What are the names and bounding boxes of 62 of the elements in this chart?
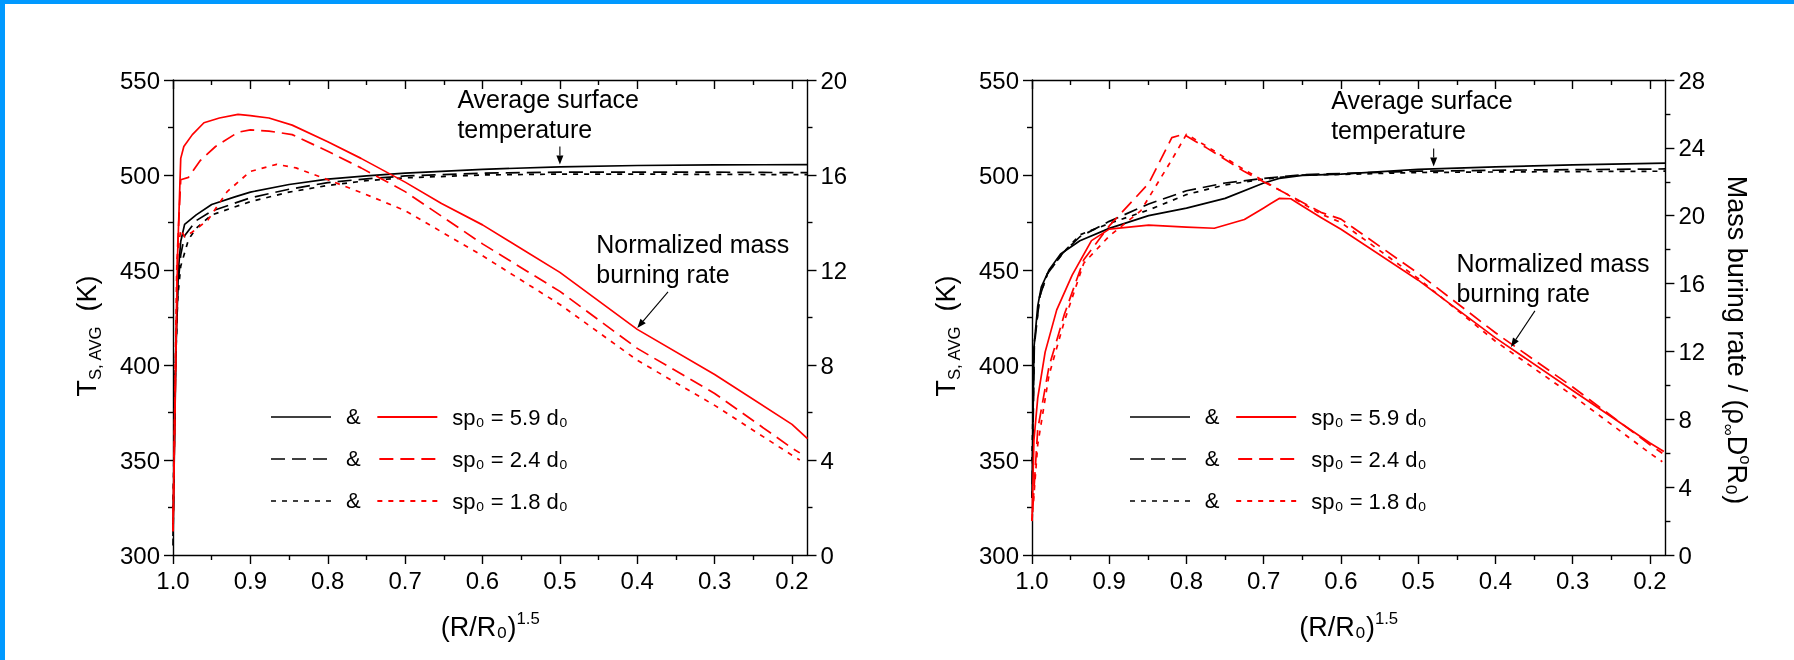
y-tick-label: 450 [119,256,160,284]
y2-tick-label: 24 [1678,134,1706,162]
y2-tick-label: 4 [1678,473,1692,501]
y2-tick-label: 20 [1678,202,1706,230]
x-tick-label: 0.6 [465,566,500,594]
y-tick-label: 350 [119,446,160,474]
x-tick-label: 0.4 [620,566,654,594]
y2-tick-label: 12 [1678,337,1706,365]
y-tick-label: 500 [978,161,1019,189]
x-tick-label: 0.6 [1324,566,1358,594]
annotation: Normalized mass burning rate [596,229,797,288]
y2-tick-label: 0 [1678,541,1692,569]
annotation: & [346,403,361,431]
legend-label: sp₀ = 5.9 d₀ [1311,404,1427,430]
y-tick-label: 400 [119,351,160,379]
x-tick-label: 0.7 [388,566,422,594]
annotation: Normalized mass burning rate [1456,248,1657,307]
y2-tick-label: 0 [820,541,834,569]
x-tick-label: 0.3 [697,566,732,594]
y2-tick-label: 4 [820,446,834,474]
x-axis-title: (R/R₀)$^{1.5}$ [1299,608,1399,644]
x-tick-label: 0.5 [1401,566,1435,594]
text: & [346,445,361,471]
legend-label: sp₀ = 5.9 d₀ [452,404,568,430]
x-tick-label: 0.9 [233,566,268,594]
y-tick-label: 300 [978,541,1019,569]
x-tick-label: 0.2 [1633,566,1667,594]
y2-tick-label: 8 [1678,405,1692,433]
y2-tick-label: 16 [820,161,848,189]
y2-tick-label: 20 [820,66,848,94]
legend-label: sp₀ = 2.4 d₀ [452,446,568,472]
text: & [1204,445,1220,471]
legend-label: sp₀ = 1.8 d₀ [1311,488,1427,514]
x-tick-label: 0.4 [1478,566,1513,594]
y-tick-label: 300 [119,541,160,569]
text: & [1204,487,1220,513]
x-tick-label: 0.8 [1169,566,1204,594]
y-tick-label: 500 [119,161,160,189]
y-tick-label: 550 [119,66,160,94]
y2-tick-label: 8 [820,351,834,379]
x-tick-label: 0.5 [543,566,577,594]
y2-tick-label: 12 [820,256,848,284]
x-tick-label: 1.0 [156,566,190,594]
y-tick-label: 350 [978,446,1019,474]
x-tick-label: 0.3 [1556,566,1590,594]
x-tick-label: 1.0 [1015,566,1049,594]
x-tick-label: 0.9 [1092,566,1126,594]
y2-tick-label: 28 [1678,66,1706,94]
annotation: Average surface temperature [1331,86,1520,145]
legend-label: sp₀ = 2.4 d₀ [1311,446,1427,472]
y-tick-label: 450 [978,256,1019,284]
y-tick-label: 400 [978,351,1019,379]
text: & [346,487,361,513]
legend-label: sp₀ = 1.8 d₀ [452,488,568,514]
annotation: Average surface temperature [457,84,646,143]
y2-tick-label: 16 [1678,270,1706,298]
annotation: & [1204,403,1220,431]
x-tick-label: 0.7 [1247,566,1281,594]
x-tick-label: 0.2 [775,566,809,594]
x-tick-label: 0.8 [311,566,345,594]
x-axis-title: (R/R₀)$^{1.5}$ [440,608,540,644]
y-tick-label: 550 [978,66,1019,94]
